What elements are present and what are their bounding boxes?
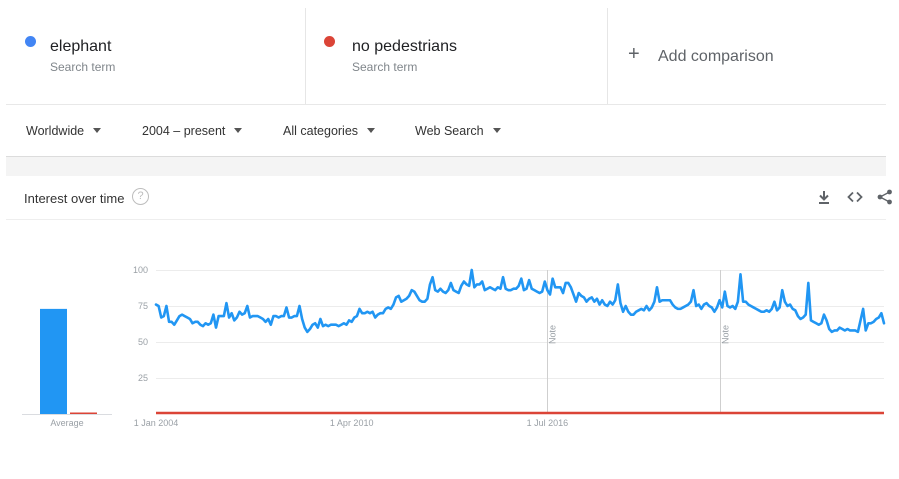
y-tick-label: 75 — [138, 301, 148, 311]
y-tick-label: 100 — [133, 265, 148, 275]
chart-notes: Note Note — [547, 270, 731, 414]
chevron-down-icon — [367, 128, 376, 133]
note-label: Note — [721, 325, 731, 344]
time-range-dropdown[interactable]: 2004 – present — [142, 124, 243, 138]
search-term-name[interactable]: no pedestrians — [352, 38, 457, 55]
search-term-card-no-pedestrians[interactable]: no pedestrians Search term — [306, 8, 608, 104]
interest-over-time-chart: Note Note Average 100 75 50 25 1 Jan 2004 1 Apr… — [22, 265, 886, 428]
note-label: Note — [548, 325, 558, 344]
add-comparison-button[interactable]: + Add comparison — [608, 8, 886, 104]
x-tick-label: 1 Jan 2004 — [134, 418, 179, 428]
share-icon[interactable] — [877, 189, 893, 205]
chart-gridlines — [156, 270, 884, 379]
term-color-dot — [25, 36, 36, 47]
search-property-label: Web Search — [415, 124, 484, 138]
chevron-down-icon — [492, 128, 501, 133]
search-term-card-elephant[interactable]: elephant Search term — [6, 8, 306, 104]
region-dropdown[interactable]: Worldwide — [26, 124, 102, 138]
x-tick-label: 1 Jul 2016 — [527, 418, 569, 428]
plus-icon: + — [628, 43, 640, 65]
section-separator — [6, 156, 886, 176]
add-comparison-label: Add comparison — [658, 48, 774, 65]
search-term-type: Search term — [352, 60, 418, 74]
download-icon[interactable] — [816, 189, 832, 205]
chevron-down-icon — [234, 128, 243, 133]
search-term-name[interactable]: elephant — [50, 38, 112, 55]
category-label: All categories — [283, 124, 359, 138]
average-bars — [22, 308, 112, 415]
search-terms-bar: elephant Search term no pedestrians Sear… — [6, 8, 886, 104]
y-tick-label: 50 — [138, 337, 148, 347]
term-color-dot — [324, 36, 335, 47]
series-line-elephant — [154, 268, 886, 334]
search-term-type: Search term — [50, 60, 116, 74]
average-bar-elephant — [40, 308, 67, 414]
header-divider — [6, 104, 886, 105]
help-icon[interactable]: ? — [132, 188, 149, 205]
time-range-label: 2004 – present — [142, 124, 226, 138]
embed-icon[interactable] — [847, 189, 863, 205]
card-title: Interest over time — [24, 191, 125, 206]
chart-series — [154, 268, 886, 415]
average-bar-no-pedestrians — [70, 412, 97, 414]
x-tick-label: 1 Apr 2010 — [330, 418, 374, 428]
y-tick-label: 25 — [138, 373, 148, 383]
search-property-dropdown[interactable]: Web Search — [415, 124, 501, 138]
average-label: Average — [50, 418, 83, 428]
category-dropdown[interactable]: All categories — [283, 124, 376, 138]
chevron-down-icon — [93, 128, 102, 133]
card-divider — [6, 219, 886, 220]
region-label: Worldwide — [26, 124, 85, 138]
filter-bar: Worldwide 2004 – present All categories … — [0, 104, 899, 156]
chart-axis-labels: Average 100 75 50 25 1 Jan 2004 1 Apr 2010 1 Ju… — [50, 265, 568, 428]
